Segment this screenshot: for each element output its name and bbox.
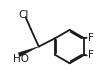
Text: HO: HO <box>13 54 29 64</box>
Text: F: F <box>88 50 94 60</box>
Text: Cl: Cl <box>18 10 29 20</box>
Polygon shape <box>18 47 39 57</box>
Text: F: F <box>88 33 94 43</box>
